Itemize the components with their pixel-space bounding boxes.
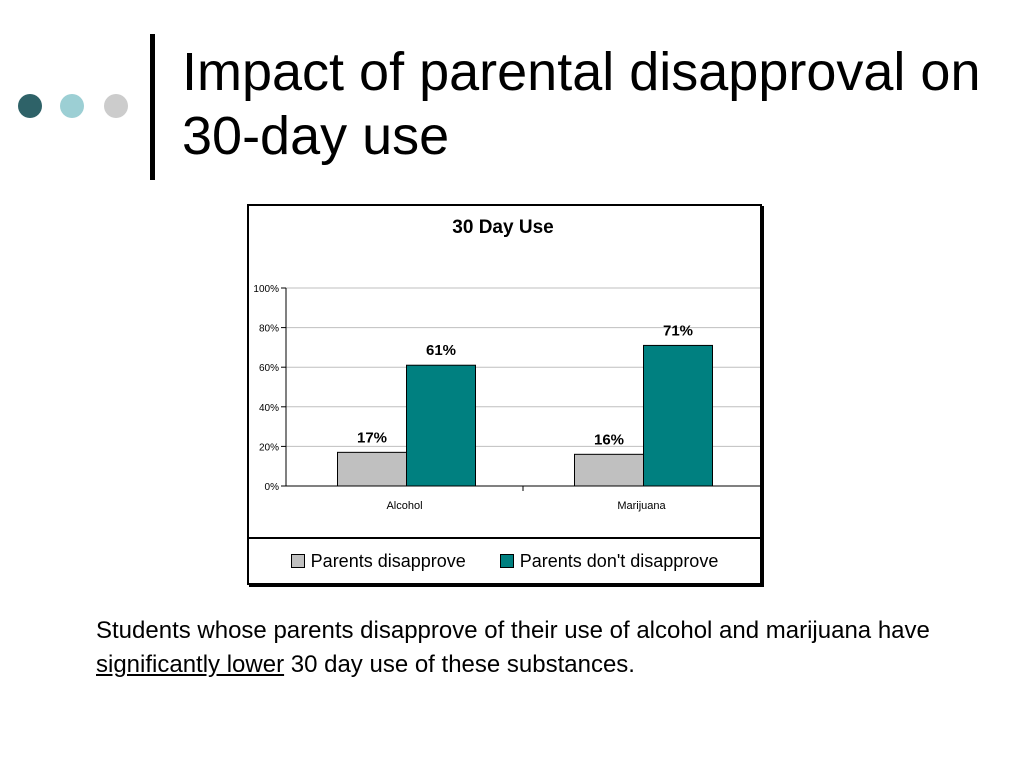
decor-dot-light [60,94,84,118]
y-tick-label: 100% [253,284,279,295]
x-tick-label: Marijuana [617,500,666,512]
y-tick-label: 20% [259,442,279,453]
chart-title: 30 Day Use [452,217,553,238]
decor-dot-gray [104,94,128,118]
y-tick-label: 60% [259,363,279,374]
y-tick-label: 80% [259,324,279,335]
legend-item-dont-disapprove: Parents don't disapprove [499,550,719,572]
slide-caption: Students whose parents disapprove of the… [96,614,976,682]
caption-text-end: 30 day use of these substances. [284,651,635,678]
data-label: 71% [663,322,693,339]
slide-title: Impact of parental disapproval on 30-day… [182,42,981,166]
legend-swatch-dont-disapprove [499,554,514,568]
y-tick-label: 40% [259,403,279,414]
bar-chart: 30 Day Use 0% 20% 40% 60% 80% 100% 17% 61% Alcoho… [253,217,760,512]
legend-item-disapprove: Parents disapprove [290,550,466,572]
y-tick-label: 0% [265,482,280,493]
data-label: 16% [594,431,624,448]
bar-alcohol-disapprove [337,451,407,487]
legend-label-dont-disapprove: Parents don't disapprove [519,550,719,571]
caption-text-start: Students whose parents disapprove of the… [96,617,930,644]
bar-marijuana-disapprove [574,453,644,487]
data-label: 17% [357,429,387,446]
bar-alcohol-dont-disapprove [406,364,476,487]
x-tick-label: Alcohol [386,500,422,512]
chart-container: 30 Day Use 0% 20% 40% 60% 80% 100% 17% 61% Alcoho… [247,204,762,585]
legend-label-disapprove: Parents disapprove [310,550,466,571]
title-divider [150,34,155,180]
data-label: 61% [426,342,456,359]
chart-legend: Parents disapprove Parents don't disappr… [249,537,760,583]
decor-dot-dark [18,94,42,118]
bar-marijuana-dont-disapprove [643,344,713,487]
caption-emphasis: significantly lower [96,651,285,678]
legend-swatch-disapprove [290,554,305,568]
